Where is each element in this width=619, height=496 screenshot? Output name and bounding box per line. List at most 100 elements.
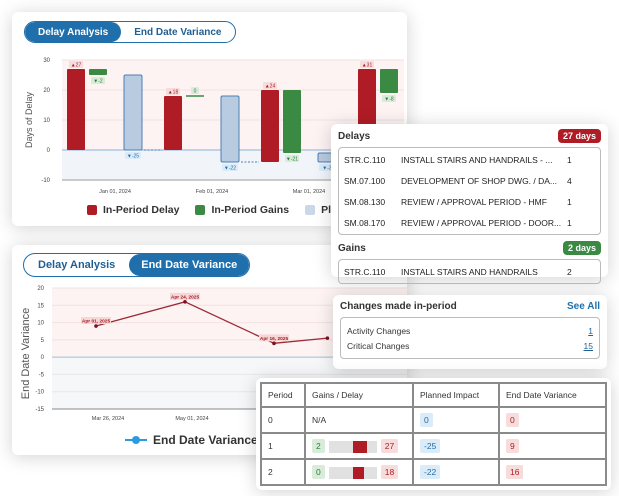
critical-changes-link[interactable]: 15 <box>583 340 593 351</box>
planned-impact-bar <box>220 95 240 163</box>
tab-end-date-variance[interactable]: End Date Variance <box>134 26 222 38</box>
variance-point <box>183 300 187 304</box>
period-cell: 0 <box>260 406 306 434</box>
y-tick-label: 10 <box>43 118 50 124</box>
planned-data-label: ▼-22 <box>224 166 236 172</box>
end-date-variance-cell: 9 <box>498 432 607 460</box>
changes-panel: Changes made in-period See All Activity … <box>333 295 607 369</box>
delays-title: Delays <box>338 130 371 142</box>
gains-delay-cell: 0 18 <box>304 458 414 486</box>
delay-bar <box>67 69 85 150</box>
activity-description: INSTALL STAIRS AND HANDRAILS - ... <box>401 154 553 165</box>
header-period: Period <box>260 382 306 408</box>
end-date-variance-cell: 16 <box>498 458 607 486</box>
planned-label-bg <box>222 164 238 171</box>
delay-bar <box>261 90 279 162</box>
view-toggle: Delay Analysis End Date Variance <box>23 253 251 277</box>
gains-label-bg <box>191 87 199 94</box>
activity-row[interactable]: SM.08.170 REVIEW / APPROVAL PERIOD - DOOR… <box>339 212 600 233</box>
end-date-variance-value: 0 <box>506 413 519 427</box>
y-tick-label: -10 <box>41 178 50 184</box>
delays-list: STR.C.110 INSTALL STAIRS AND HANDRAILS - … <box>338 147 601 235</box>
gains-bar <box>89 69 107 75</box>
gains-delay-bar <box>328 440 377 453</box>
x-tick-label: Jan 01, 2024 <box>99 189 131 195</box>
header-planned-impact: Planned Impact <box>412 382 500 408</box>
table-row: 0 N/A 0 0 <box>260 406 607 434</box>
y-tick-label: -5 <box>39 372 45 378</box>
gains-bar <box>380 69 398 93</box>
y-tick-label: -10 <box>35 390 44 396</box>
legend-in-period-delay: In-Period Delay <box>87 204 179 216</box>
activity-code: SM.08.170 <box>344 217 386 228</box>
activity-days: 2 <box>567 266 572 277</box>
activity-code: STR.C.110 <box>344 154 386 165</box>
activity-description: REVIEW / APPROVAL PERIOD - DOOR... <box>401 217 562 228</box>
tab-delay-analysis[interactable]: Delay Analysis <box>25 22 122 42</box>
header-end-date-variance: End Date Variance <box>498 382 607 408</box>
end-date-variance-cell: 0 <box>498 406 607 434</box>
y-axis-label: End Date Variance <box>20 308 32 400</box>
delay-data-label: ▲31 <box>362 63 373 69</box>
activity-days: 1 <box>567 196 572 207</box>
view-toggle: Delay Analysis End Date Variance <box>24 21 236 43</box>
gains-data-label: ▼-8 <box>384 97 394 103</box>
period-table: Period Gains / Delay Planned Impact End … <box>260 382 607 486</box>
delay-bar-fill <box>352 466 364 479</box>
gains-total-badge: 2 days <box>562 241 601 255</box>
variance-point <box>94 324 98 328</box>
legend-swatch <box>305 205 316 215</box>
point-label-bg <box>81 317 111 325</box>
x-tick-label: Feb 01, 2024 <box>196 189 228 195</box>
activity-changes-link[interactable]: 1 <box>588 325 593 336</box>
table-header-row: Period Gains / Delay Planned Impact End … <box>260 382 607 408</box>
gains-label-bg <box>382 95 396 102</box>
see-all-link[interactable]: See All <box>567 301 600 312</box>
delay-bar <box>164 96 182 150</box>
edv-chart-legend: End Date Variance <box>125 433 258 447</box>
change-label: Critical Changes <box>347 340 410 351</box>
activity-row[interactable]: STR.C.110 INSTALL STAIRS AND HANDRAILS - … <box>339 149 600 170</box>
legend-swatch <box>195 205 206 215</box>
tab-end-date-variance[interactable]: End Date Variance <box>129 254 250 276</box>
delays-total-badge: 27 days <box>557 129 601 143</box>
legend-end-date-variance: End Date Variance <box>125 433 258 447</box>
legend-swatch <box>87 205 97 215</box>
tab-delay-analysis[interactable]: Delay Analysis <box>38 259 116 271</box>
planned-impact-value: -25 <box>420 439 441 453</box>
delay-value: 18 <box>380 465 399 479</box>
end-date-variance-value: 9 <box>506 439 519 453</box>
variance-line <box>95 301 328 344</box>
point-data-label: Apr 01, 2025 <box>82 319 111 325</box>
gains-data-label: ▼-21 <box>286 157 298 163</box>
gains-value: 0 <box>312 465 325 479</box>
activity-code: STR.C.110 <box>344 266 386 277</box>
period-table-card: Period Gains / Delay Planned Impact End … <box>256 378 611 490</box>
activity-code: SM.07.100 <box>344 175 386 186</box>
delay-label-bg <box>166 88 180 95</box>
y-tick-label: 20 <box>37 286 44 292</box>
x-tick-label: Mar 26, 2024 <box>92 416 124 422</box>
activity-code: SM.08.130 <box>344 196 386 207</box>
change-label: Activity Changes <box>347 325 411 336</box>
activity-description: INSTALL STAIRS AND HANDRAILS <box>401 266 538 277</box>
delay-data-label: ▲18 <box>168 90 179 96</box>
delay-data-label: ▲27 <box>71 63 82 69</box>
activity-row[interactable]: SM.08.130 REVIEW / APPROVAL PERIOD - HMF 1 <box>339 191 600 212</box>
change-row-critical: Critical Changes 15 <box>347 338 593 353</box>
gains-list: STR.C.110 INSTALL STAIRS AND HANDRAILS 2 <box>338 259 601 284</box>
activity-row[interactable]: STR.C.110 INSTALL STAIRS AND HANDRAILS 2 <box>339 261 600 282</box>
table-row: 2 0 18 -22 16 <box>260 458 607 486</box>
legend-in-period-gains: In-Period Gains <box>195 204 289 216</box>
activity-days: 4 <box>567 175 572 186</box>
activity-row[interactable]: SM.07.100 DEVELOPMENT OF SHOP DWG. / DA..… <box>339 170 600 191</box>
planned-impact-cell: -25 <box>412 432 500 460</box>
planned-impact-cell: 0 <box>412 406 500 434</box>
point-label-bg <box>259 334 289 342</box>
delay-label-bg <box>69 61 83 68</box>
planned-impact-bar <box>123 74 143 151</box>
end-date-variance-card: Delay Analysis End Date Variance 20 15 10 5… <box>12 245 407 455</box>
header-gains-delay: Gains / Delay <box>304 382 414 408</box>
variance-point <box>272 341 276 346</box>
gains-title: Gains <box>338 242 366 254</box>
